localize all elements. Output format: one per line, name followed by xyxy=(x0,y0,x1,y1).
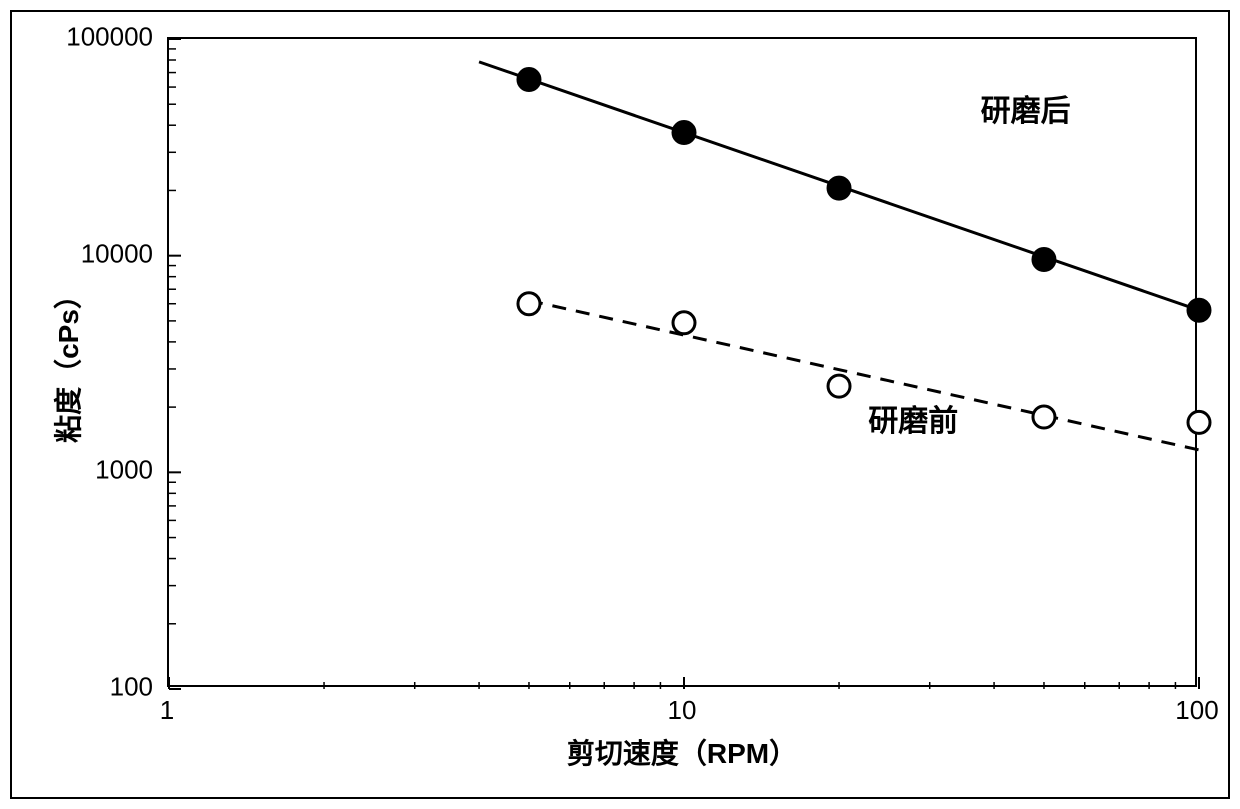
series-marker-after xyxy=(518,69,540,91)
series-marker-after xyxy=(1188,299,1210,321)
plot-area xyxy=(167,37,1197,687)
series-marker-after xyxy=(828,177,850,199)
series-marker-before xyxy=(1188,411,1210,433)
y-tick-label: 1000 xyxy=(95,455,153,486)
chart-frame: 粘度（cPs） 剪切速度（RPM） 1 10 100 100 1000 10000 1000… xyxy=(10,10,1230,799)
series-marker-before xyxy=(518,293,540,315)
x-tick-label: 100 xyxy=(1175,695,1218,726)
series-line-before xyxy=(529,301,1199,450)
y-tick-label: 100 xyxy=(110,672,153,703)
series-marker-before xyxy=(1033,406,1055,428)
series-marker-after xyxy=(673,122,695,144)
y-axis-title: 粘度（cPs） xyxy=(47,281,87,443)
x-tick-label: 10 xyxy=(668,695,697,726)
y-tick-label: 10000 xyxy=(81,238,153,269)
series-marker-before xyxy=(673,312,695,334)
series-marker-after xyxy=(1033,249,1055,271)
series-label-after: 研磨后 xyxy=(981,86,1071,130)
series-marker-before xyxy=(828,375,850,397)
y-tick-label: 100000 xyxy=(66,22,153,53)
x-axis-title: 剪切速度（RPM） xyxy=(567,732,797,772)
plot-svg xyxy=(169,39,1199,689)
series-label-before: 研磨前 xyxy=(868,396,958,440)
x-tick-label: 1 xyxy=(160,695,174,726)
